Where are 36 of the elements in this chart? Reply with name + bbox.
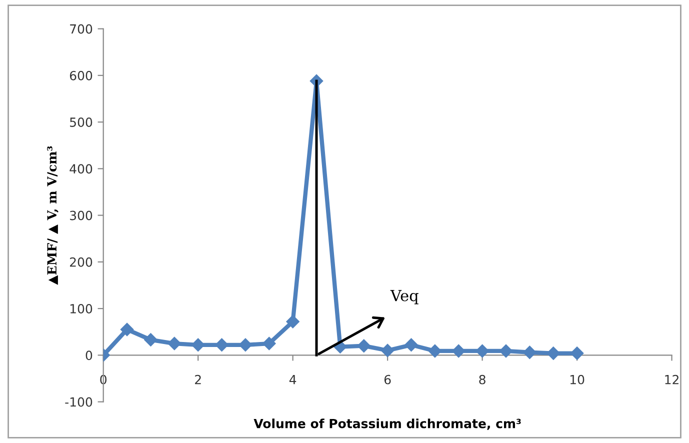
x-axis-title: Volume of Potassium dichromate, cm³ [254,418,521,430]
y-tick-label: 700 [70,24,92,34]
y-tick-label: 0 [86,350,92,360]
ref-line-label: Veq [390,290,418,304]
point [238,338,252,352]
point [380,344,394,358]
point [428,344,442,358]
point [168,336,181,350]
point [286,315,300,328]
x-tick-label: 8 [479,374,486,384]
y-tick-label: 200 [70,257,92,267]
x-tick-label: 12 [665,374,678,384]
x-tick-label: 10 [570,374,584,384]
y-axis-title: ▲EMF/ ▲ V, m V/cm³ [47,146,58,285]
y-tick-label: -100 [65,397,92,407]
y-tick-label: 300 [70,210,92,220]
y-tick-label: 500 [70,118,92,127]
point [570,346,584,360]
point [215,338,228,352]
point [404,338,418,352]
point [192,338,205,352]
point [452,344,466,358]
point [546,346,560,360]
x-tick-label: 6 [384,374,391,384]
y-tick-label: 100 [70,304,92,314]
point [476,344,489,358]
y-tick-label: 400 [70,164,92,174]
point [262,336,276,350]
point [120,322,134,336]
x-tick-label: 4 [289,375,296,384]
y-tick-label: 600 [70,70,92,80]
point [357,339,370,352]
x-tick-label: 2 [195,374,201,384]
point [144,333,158,346]
point [499,344,513,358]
point [523,346,536,359]
